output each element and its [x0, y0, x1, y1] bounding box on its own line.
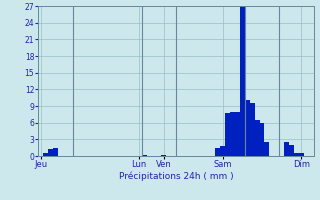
Bar — [245, 100, 250, 156]
Bar — [299, 153, 304, 156]
Bar — [53, 148, 58, 156]
Bar — [264, 142, 269, 156]
Bar — [230, 112, 235, 156]
Bar — [294, 153, 299, 156]
Bar — [255, 120, 260, 156]
Bar — [260, 123, 264, 156]
X-axis label: Précipitations 24h ( mm ): Précipitations 24h ( mm ) — [119, 172, 233, 181]
Bar — [250, 103, 255, 156]
Bar — [240, 6, 245, 156]
Bar — [225, 113, 230, 156]
Bar — [284, 142, 289, 156]
Bar — [141, 155, 147, 156]
Bar — [235, 112, 240, 156]
Bar — [161, 155, 166, 156]
Bar — [289, 145, 294, 156]
Bar — [43, 153, 48, 156]
Bar — [48, 149, 53, 156]
Bar — [215, 148, 220, 156]
Bar — [220, 146, 225, 156]
